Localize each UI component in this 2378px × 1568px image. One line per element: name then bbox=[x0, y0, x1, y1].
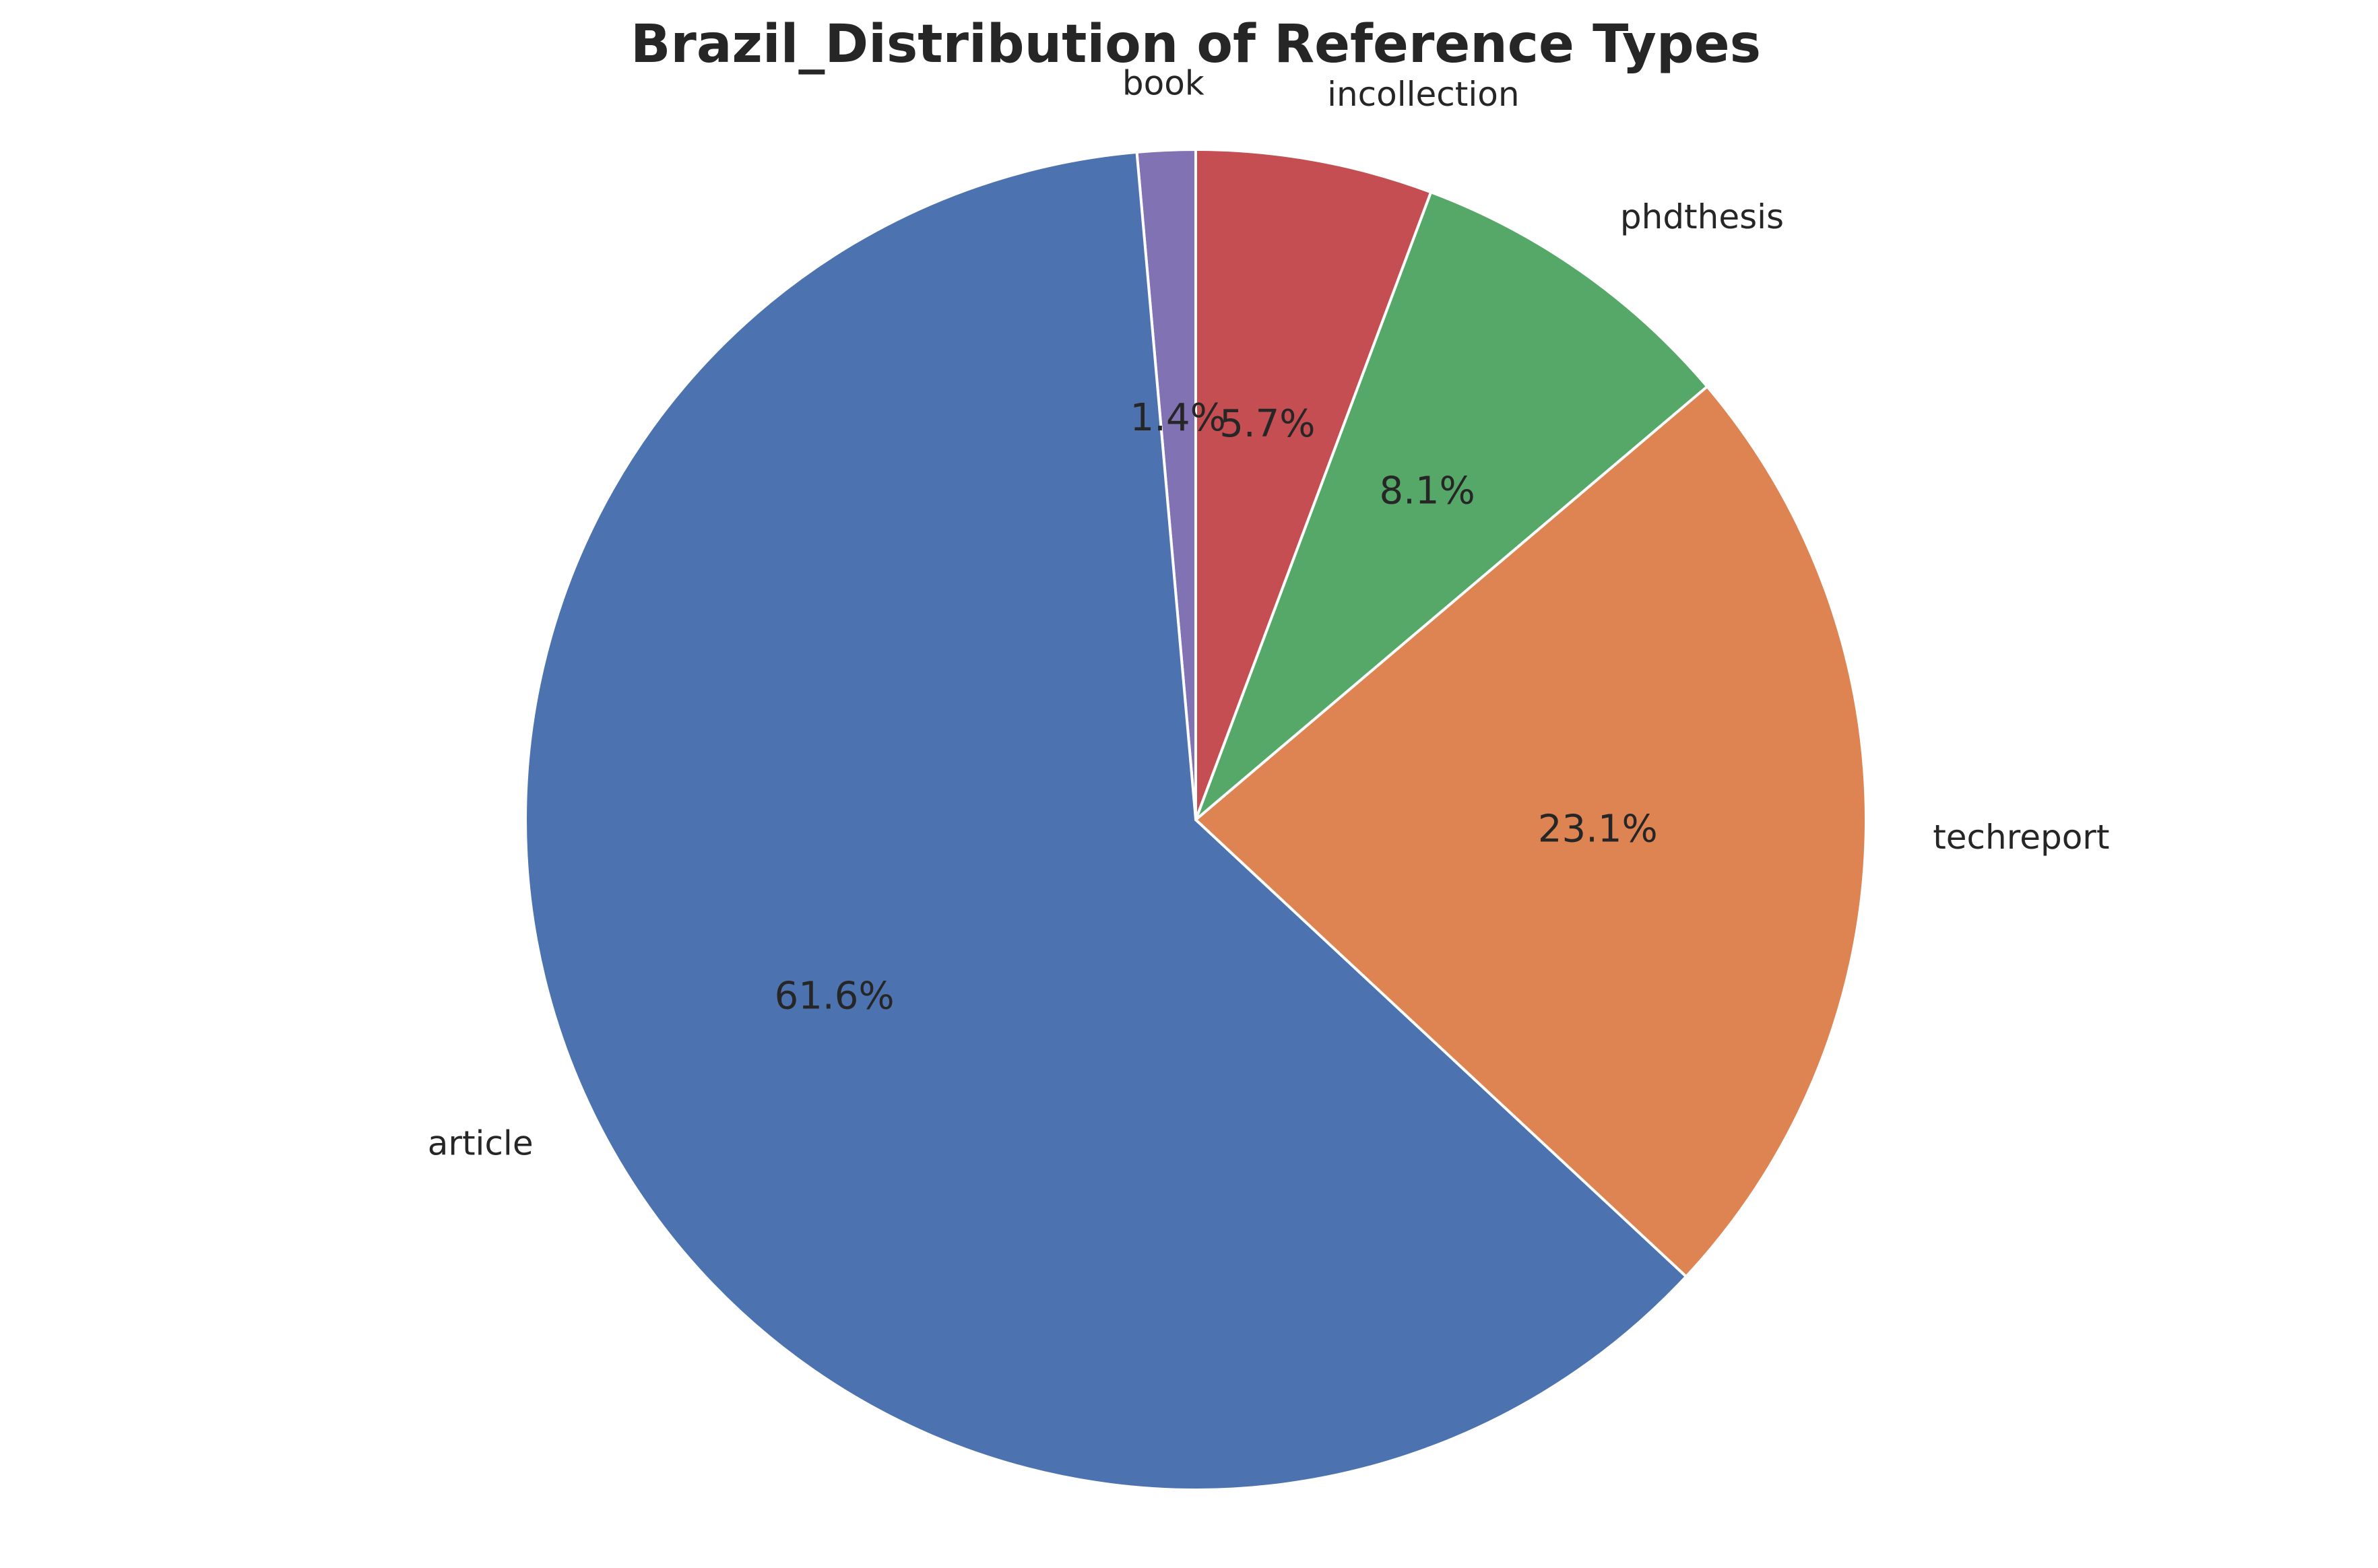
percent-label-incollection: 5.7% bbox=[1219, 402, 1315, 446]
percent-label-phdthesis: 8.1% bbox=[1379, 469, 1475, 513]
slice-label-phdthesis: phdthesis bbox=[1620, 197, 1784, 236]
pie-slice-techreport bbox=[1194, 385, 1867, 1278]
slice-label-techreport: techreport bbox=[1933, 818, 2109, 857]
percent-label-techreport: 23.1% bbox=[1538, 808, 1658, 851]
chart-title: Brazil_Distribution of Reference Types bbox=[631, 14, 1761, 75]
pie-slice-phdthesis bbox=[1194, 191, 1709, 821]
pie-slice-incollection bbox=[1194, 148, 1433, 821]
slice-label-article: article bbox=[428, 1123, 534, 1163]
pie-slice-article bbox=[524, 150, 1688, 1491]
pie-slices bbox=[524, 148, 1867, 1491]
percent-label-article: 61.6% bbox=[775, 975, 895, 1018]
pie-labels: book 1.4% article 61.6% techreport 23.1% phdth… bbox=[428, 64, 2110, 1163]
slice-label-incollection: incollection bbox=[1327, 75, 1519, 114]
percent-label-book: 1.4% bbox=[1130, 396, 1226, 440]
slice-label-book: book bbox=[1122, 64, 1204, 103]
